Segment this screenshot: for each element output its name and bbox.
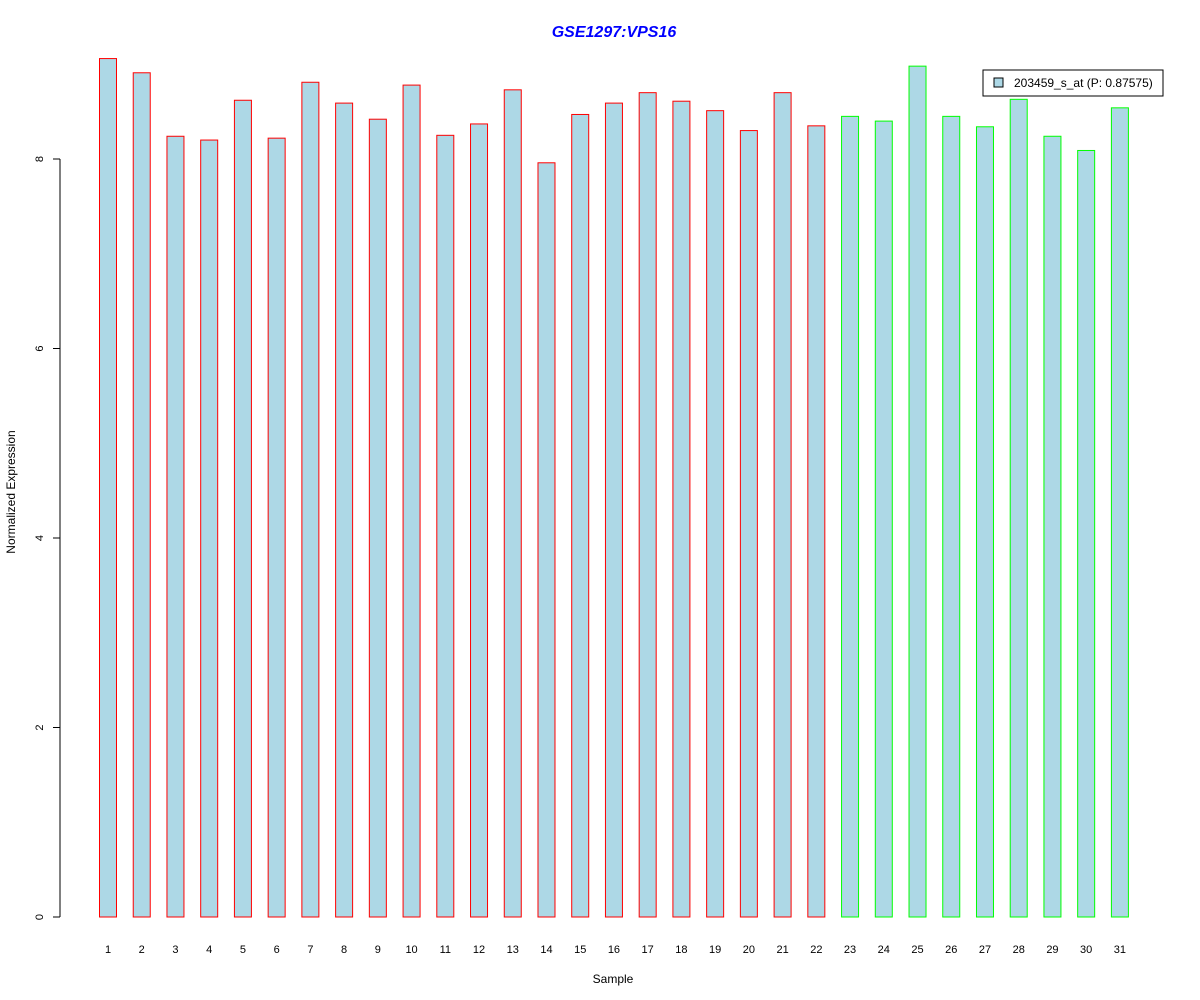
bar-sample-19 [706, 110, 725, 918]
bar-sample-27 [975, 126, 994, 918]
bar-sample-24 [874, 120, 893, 918]
x-tick-label: 2 [139, 944, 145, 956]
bar-sample-11 [436, 134, 455, 918]
bar-sample-16 [604, 102, 623, 918]
x-tick-label: 16 [608, 944, 620, 956]
x-tick-label: 12 [473, 944, 485, 956]
y-axis: 0 2 4 6 8 [34, 156, 61, 920]
x-tick-label: 25 [911, 944, 923, 956]
bar-sample-8 [335, 102, 354, 918]
bar-sample-25 [908, 65, 927, 918]
x-tick-label: 14 [540, 944, 552, 956]
x-tick-label: 24 [878, 944, 890, 956]
bar-sample-31 [1110, 107, 1129, 918]
bar-sample-2 [132, 72, 151, 918]
x-tick-label: 27 [979, 944, 991, 956]
bar-sample-5 [233, 99, 252, 918]
x-tick-label: 4 [206, 944, 212, 956]
bar-sample-22 [807, 125, 826, 918]
x-tick-label: 21 [776, 944, 788, 956]
x-tick-label: 13 [507, 944, 519, 956]
bar-sample-10 [402, 84, 421, 918]
x-tick-label: 8 [341, 944, 347, 956]
legend-swatch [993, 77, 1004, 88]
x-tick-label: 9 [375, 944, 381, 956]
bar-sample-23 [841, 115, 860, 918]
y-axis-label: Normalized Expression [4, 430, 18, 553]
x-tick-label: 29 [1046, 944, 1058, 956]
x-tick-label: 19 [709, 944, 721, 956]
x-tick-label: 1 [105, 944, 111, 956]
x-tick-label: 26 [945, 944, 957, 956]
bar-sample-7 [301, 81, 320, 918]
legend-box [982, 69, 1164, 97]
y-tick-label: 2 [34, 724, 46, 730]
x-tick-label: 20 [743, 944, 755, 956]
bar-sample-4 [200, 139, 219, 918]
bar-sample-21 [773, 92, 792, 918]
x-tick-label: 30 [1080, 944, 1092, 956]
x-tick-label: 15 [574, 944, 586, 956]
legend: 203459_s_at (P: 0.87575) [982, 69, 1164, 97]
x-tick-label: 7 [307, 944, 313, 956]
bar-sample-13 [503, 89, 522, 918]
bar-sample-3 [166, 135, 185, 918]
x-tick-label: 23 [844, 944, 856, 956]
x-tick-label: 6 [274, 944, 280, 956]
x-tick-label: 17 [642, 944, 654, 956]
y-tick-label: 8 [34, 156, 46, 162]
bar-sample-1 [99, 58, 117, 918]
bar-sample-17 [638, 92, 657, 918]
x-tick-label: 18 [675, 944, 687, 956]
bars [99, 58, 1129, 918]
y-tick-label: 0 [34, 914, 46, 920]
bar-sample-28 [1009, 98, 1028, 918]
bar-sample-26 [942, 115, 961, 918]
bar-sample-29 [1043, 135, 1062, 918]
bar-sample-9 [368, 118, 387, 918]
x-tick-labels: 1 2 3 4 5 6 7 8 9 10 11 12 13 14 15 16 17 18 19 20 21 22 23 24 2… [105, 944, 1126, 956]
chart-title: GSE1297:VPS16 [552, 24, 677, 41]
y-tick-label: 4 [34, 535, 46, 541]
x-tick-label: 28 [1013, 944, 1025, 956]
x-tick-label: 10 [405, 944, 417, 956]
x-tick-label: 5 [240, 944, 246, 956]
y-tick-label: 6 [34, 345, 46, 351]
legend-label: 203459_s_at (P: 0.87575) [1014, 76, 1153, 90]
bar-sample-20 [739, 130, 758, 918]
bar-sample-14 [537, 162, 556, 918]
x-tick-label: 22 [810, 944, 822, 956]
bar-sample-12 [470, 123, 489, 918]
x-tick-label: 3 [172, 944, 178, 956]
bar-sample-18 [672, 100, 691, 918]
bar-sample-30 [1077, 149, 1096, 918]
bar-sample-6 [267, 137, 286, 918]
x-tick-label: 31 [1114, 944, 1126, 956]
x-tick-label: 11 [440, 944, 451, 956]
x-axis-label: Sample [593, 972, 634, 986]
bar-sample-15 [571, 113, 590, 918]
